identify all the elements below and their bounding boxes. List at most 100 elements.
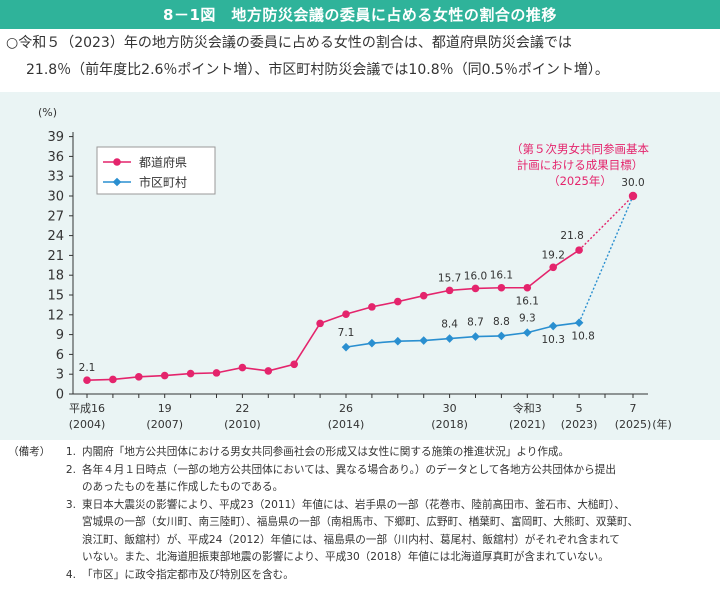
data-point-prefecture [368,303,376,311]
data-point-municipality [419,336,428,345]
notes-head: （備考） [8,446,51,458]
data-label-prefecture: 21.8 [560,230,583,242]
y-tick-label: 21 [47,249,64,264]
y-tick-label: 30 [47,190,64,205]
data-point-prefecture [186,369,195,378]
line-chart: (%)036912151821242730333639平成16(2004)19(… [38,106,672,431]
y-tick-label: 12 [47,308,64,323]
note-item: 3. 東日本大震災の影響により、平成23（2011）年値には、岩手県の一部（花巻市… [8,497,716,515]
notes: （備考） 1. 内閣府「地方公共団体における男女共同参画社会の形成又は女性に関する施… [8,444,716,584]
y-tick-label: 36 [47,150,64,165]
target-annotation: （第５次男女共同参画基本 [511,142,649,156]
note-item: （備考） 1. 内閣府「地方公共団体における男女共同参画社会の形成又は女性に関する施… [8,444,716,462]
y-tick-label: 24 [47,229,64,244]
y-tick-label: 27 [47,209,64,224]
data-point-prefecture [497,283,506,292]
x-tick-label-year: (2004) [69,418,106,431]
note-text-continued: 浪江町、飯舘村）が、平成24（2012）年値には、福島県の一部（川内村、葛尾村、… [82,533,620,546]
x-tick-label: 19 [158,402,172,415]
data-label-municipality: 8.4 [441,319,458,331]
y-tick-label: 15 [47,289,64,304]
data-point-prefecture [109,375,117,384]
note-number: 4. [65,568,76,581]
data-label-municipality: 9.3 [519,313,536,325]
legend-label-municipality: 市区町村 [139,175,187,190]
data-point-prefecture [160,371,169,380]
data-label-municipality: 8.8 [493,316,510,328]
data-point-municipality [497,331,506,341]
note-item: 2. 各年４月１日時点（一部の地方公共団体においては、異なる場合あり。）のデータと… [8,462,716,480]
data-point-prefecture [83,376,91,384]
data-point-prefecture [238,363,247,372]
data-point-prefecture [342,310,350,318]
data-point-prefecture [471,284,480,293]
figure-title: 8－1図 地方防災会議の委員に占める女性の割合の推移 [0,0,720,29]
summary-line-1: ○令和５（2023）年の地方防災会議の委員に占める女性の割合は、都道府県防災会議… [6,35,572,51]
data-point-municipality [523,328,532,337]
data-point-prefecture [290,360,299,369]
y-tick-label: 3 [56,368,64,383]
legend-marker-municipality [112,177,122,187]
data-label-prefecture: 16.1 [516,296,539,308]
projection-line-municipality [578,195,634,323]
x-tick-label-year: (2007) [146,418,183,431]
x-tick-label-year: (2023) [561,418,598,431]
data-point-municipality [367,338,377,348]
note-item: 4. 「市区」に政令指定都市及び特別区を含む。 [8,567,716,585]
series-line-municipality [345,321,580,348]
data-point-prefecture [264,367,273,375]
data-label-prefecture: 16.0 [464,270,487,282]
x-tick-label: 7 [630,402,637,415]
legend-box [96,146,216,195]
data-point-prefecture [445,286,454,295]
x-tick-label-year: (2018) [431,418,468,431]
note-text: 内閣府「地方公共団体における男女共同参画社会の形成又は女性に関する施策の推進状況… [82,446,570,458]
data-point-municipality [393,336,403,346]
notes-head [8,462,60,480]
data-label-prefecture: 16.1 [490,270,513,282]
target-annotation: （2025年） [548,174,612,188]
note-number: 1. [65,446,76,458]
data-point-prefecture [549,263,557,272]
data-point-municipality [574,318,584,328]
data-point-prefecture [523,283,532,292]
data-label-prefecture: 15.7 [438,272,461,284]
y-tick-label: 6 [56,348,64,363]
x-tick-label: 22 [235,402,249,415]
note-text-continued: 宮城県の一部（女川町、南三陸町）、福島県の一部（南相馬市、下郷町、広野町、楢葉町… [82,516,639,528]
data-point-prefecture [575,246,583,254]
summary: ○令和５（2023）年の地方防災会議の委員に占める女性の割合は、都道府県防災会議… [0,30,712,90]
series-line-prefecture [86,249,580,381]
x-tick-label: 5 [576,402,583,415]
y-tick-label: 9 [56,328,64,343]
notes-head [8,497,60,515]
data-point-municipality [445,334,454,343]
data-point-municipality [471,332,480,341]
x-axis-unit: (年) [652,417,672,431]
y-tick-label: 33 [47,170,64,185]
projection-line-prefecture [578,195,634,251]
note-number: 2. [65,463,76,476]
data-label-municipality: 10.3 [542,334,565,346]
x-tick-label-year: (2021) [509,418,546,431]
target-annotation: 計画における成果目標） [517,158,644,172]
x-tick-label: 令和3 [513,401,542,415]
data-label-municipality: 7.1 [338,327,355,339]
note-number: 3. [65,498,76,511]
x-tick-label-year: (2014) [328,418,365,431]
x-tick-label: 平成16 [69,402,105,415]
data-point-municipality [548,321,558,331]
note-text-continued: のあったものを基に作成したものである。 [82,481,284,493]
summary-line-2: 21.8％（前年度比2.6％ポイント増）、市区町村防災会議では10.8％（同0.… [26,62,609,78]
x-tick-label-year: (2010) [224,418,261,431]
data-label-prefecture: 19.2 [542,249,565,261]
data-point-prefecture [419,291,428,300]
data-point-prefecture [316,319,324,328]
y-tick-label: 0 [56,388,64,403]
data-point-prefecture [135,373,143,381]
y-axis-label: (%) [38,106,57,119]
note-text: 「市区」に政令指定都市及び特別区を含む。 [82,568,294,581]
data-point-municipality [341,342,351,352]
data-label-municipality: 8.7 [467,317,484,329]
data-point-target [628,191,638,201]
